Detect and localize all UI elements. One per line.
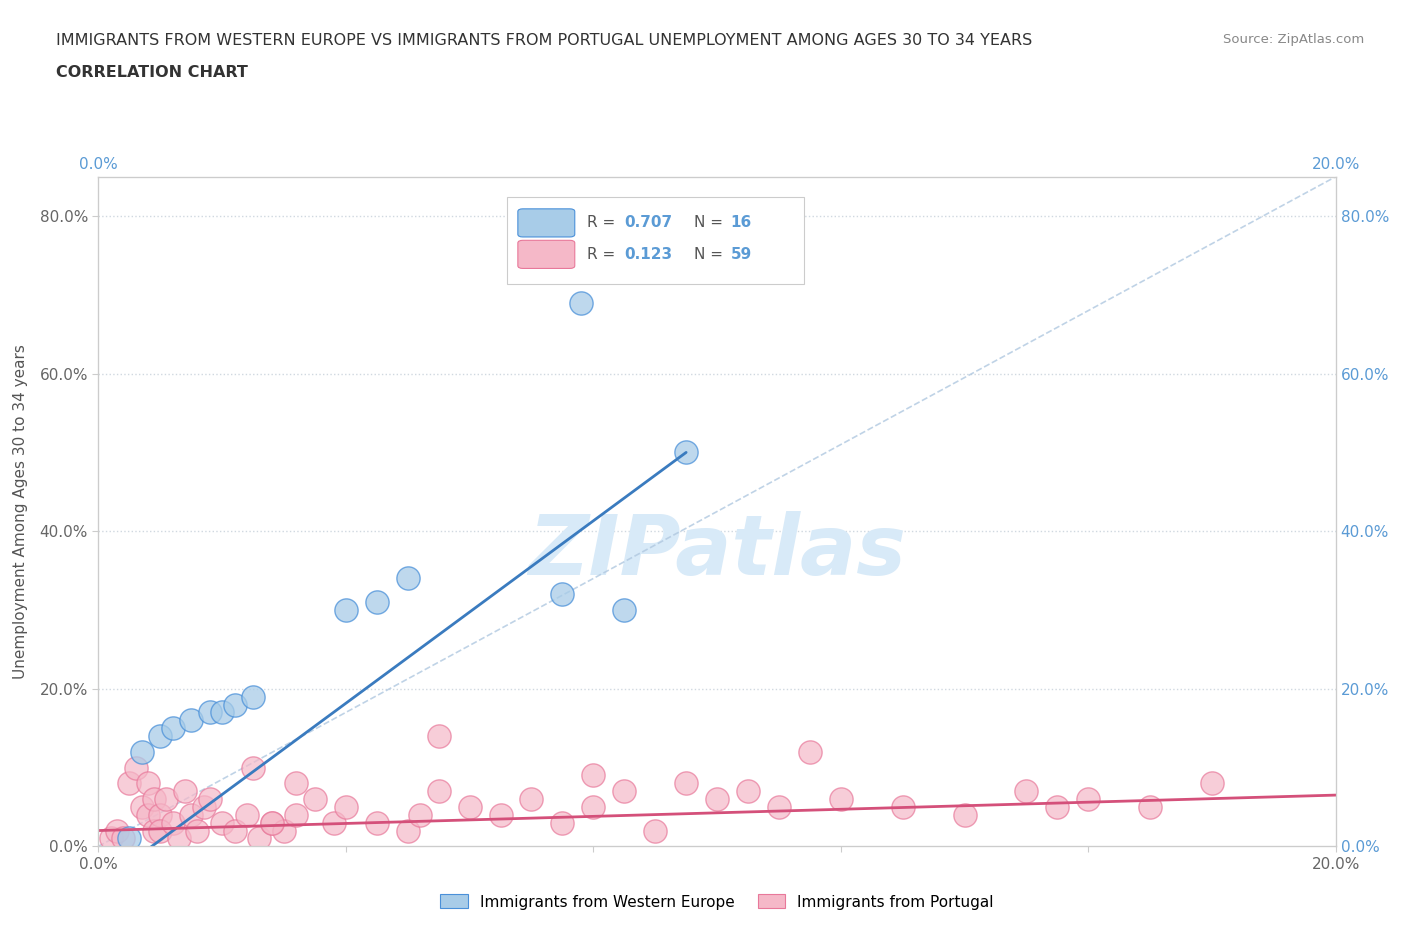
- Point: [569, 296, 592, 311]
- Point: [458, 800, 481, 815]
- Point: [131, 744, 153, 759]
- Point: [551, 816, 574, 830]
- Point: [149, 728, 172, 743]
- Point: [675, 776, 697, 790]
- Point: [520, 791, 543, 806]
- Text: 16: 16: [731, 216, 752, 231]
- FancyBboxPatch shape: [506, 197, 804, 284]
- Point: [396, 571, 419, 586]
- Text: R =: R =: [588, 246, 626, 262]
- Point: [1046, 800, 1069, 815]
- Point: [799, 744, 821, 759]
- Point: [100, 831, 122, 846]
- Point: [396, 823, 419, 838]
- Point: [768, 800, 790, 815]
- Point: [180, 712, 202, 727]
- Point: [613, 784, 636, 799]
- Point: [143, 823, 166, 838]
- Point: [285, 776, 308, 790]
- Text: N =: N =: [693, 246, 727, 262]
- Point: [551, 587, 574, 602]
- Point: [112, 831, 135, 846]
- Point: [155, 791, 177, 806]
- Point: [260, 816, 283, 830]
- Point: [186, 823, 208, 838]
- Point: [236, 807, 259, 822]
- Point: [1139, 800, 1161, 815]
- Point: [118, 776, 141, 790]
- Point: [149, 823, 172, 838]
- Point: [335, 603, 357, 618]
- Point: [1077, 791, 1099, 806]
- Point: [1201, 776, 1223, 790]
- Point: [409, 807, 432, 822]
- Point: [706, 791, 728, 806]
- Point: [242, 760, 264, 775]
- Point: [162, 721, 184, 736]
- Point: [167, 831, 190, 846]
- Point: [136, 807, 159, 822]
- Point: [273, 823, 295, 838]
- Point: [335, 800, 357, 815]
- Point: [198, 791, 221, 806]
- Point: [149, 807, 172, 822]
- Point: [489, 807, 512, 822]
- Text: Source: ZipAtlas.com: Source: ZipAtlas.com: [1223, 33, 1364, 46]
- Point: [427, 728, 450, 743]
- FancyBboxPatch shape: [517, 209, 575, 237]
- Point: [242, 689, 264, 704]
- Point: [737, 784, 759, 799]
- Point: [136, 776, 159, 790]
- Text: ZIPatlas: ZIPatlas: [529, 512, 905, 592]
- Point: [162, 816, 184, 830]
- Text: N =: N =: [693, 216, 727, 231]
- Point: [224, 698, 246, 712]
- Point: [322, 816, 344, 830]
- Point: [260, 816, 283, 830]
- Point: [304, 791, 326, 806]
- Point: [105, 823, 128, 838]
- Point: [582, 800, 605, 815]
- Text: CORRELATION CHART: CORRELATION CHART: [56, 65, 247, 80]
- Point: [427, 784, 450, 799]
- Point: [124, 760, 146, 775]
- Point: [830, 791, 852, 806]
- Y-axis label: Unemployment Among Ages 30 to 34 years: Unemployment Among Ages 30 to 34 years: [14, 344, 28, 679]
- Text: 0.123: 0.123: [624, 246, 672, 262]
- Point: [211, 816, 233, 830]
- Point: [582, 768, 605, 783]
- Point: [1015, 784, 1038, 799]
- Point: [366, 594, 388, 609]
- Point: [143, 791, 166, 806]
- Point: [174, 784, 197, 799]
- Point: [285, 807, 308, 822]
- Point: [118, 831, 141, 846]
- Text: 59: 59: [731, 246, 752, 262]
- Point: [211, 705, 233, 720]
- Point: [198, 705, 221, 720]
- Point: [675, 445, 697, 459]
- Point: [366, 816, 388, 830]
- Point: [224, 823, 246, 838]
- Point: [953, 807, 976, 822]
- Point: [247, 831, 270, 846]
- Point: [131, 800, 153, 815]
- Point: [891, 800, 914, 815]
- Text: IMMIGRANTS FROM WESTERN EUROPE VS IMMIGRANTS FROM PORTUGAL UNEMPLOYMENT AMONG AG: IMMIGRANTS FROM WESTERN EUROPE VS IMMIGR…: [56, 33, 1032, 47]
- Text: R =: R =: [588, 216, 620, 231]
- Point: [193, 800, 215, 815]
- Legend: Immigrants from Western Europe, Immigrants from Portugal: Immigrants from Western Europe, Immigran…: [434, 888, 1000, 916]
- Point: [644, 823, 666, 838]
- Text: 0.707: 0.707: [624, 216, 672, 231]
- Point: [613, 603, 636, 618]
- Point: [180, 807, 202, 822]
- FancyBboxPatch shape: [517, 240, 575, 269]
